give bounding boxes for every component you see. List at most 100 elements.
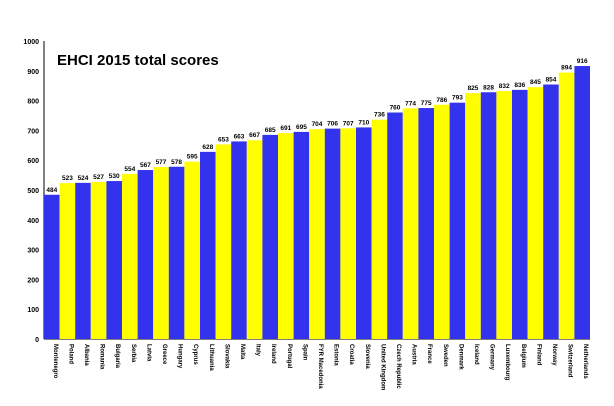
x-tick-label: Germany xyxy=(489,344,495,371)
data-label: 832 xyxy=(499,83,510,90)
data-label: 736 xyxy=(374,112,385,119)
data-label: 775 xyxy=(421,100,432,107)
data-label: 484 xyxy=(46,187,57,194)
data-label: 707 xyxy=(343,120,354,127)
y-tick-label: 500 xyxy=(27,188,39,195)
x-tick-label: United Kingdom xyxy=(379,344,385,390)
x-tick-label: Sweden xyxy=(442,344,448,367)
y-tick-label: 100 xyxy=(27,307,39,314)
x-tick-label: Denmark xyxy=(457,344,463,370)
x-tick-label: Serbia xyxy=(130,344,136,363)
data-label: 854 xyxy=(546,77,557,84)
x-tick-label: Lithuania xyxy=(208,344,214,371)
x-tick-label: Latvia xyxy=(145,344,151,362)
x-tick-label: Spain xyxy=(301,344,307,361)
data-label: 825 xyxy=(468,85,479,92)
x-tick-label: Malta xyxy=(239,344,245,360)
x-tick-label: Norway xyxy=(551,344,557,366)
y-tick-label: 0 xyxy=(35,337,39,344)
x-tick-label: Cyprus xyxy=(192,344,198,365)
bar xyxy=(293,131,310,339)
y-tick-label: 200 xyxy=(27,277,39,284)
bar xyxy=(44,194,60,339)
y-tick-label: 1000 xyxy=(23,39,39,46)
data-label: 554 xyxy=(124,166,135,173)
data-label: 685 xyxy=(265,127,276,134)
bar xyxy=(324,128,341,339)
bar xyxy=(246,140,263,339)
bar xyxy=(402,108,419,340)
bar xyxy=(184,161,200,339)
bar xyxy=(106,181,122,339)
data-label: 695 xyxy=(296,124,307,131)
data-label: 578 xyxy=(171,159,182,166)
y-tick-label: 400 xyxy=(27,218,39,225)
x-tick-label: Iceland xyxy=(473,344,479,365)
data-label: 894 xyxy=(561,65,572,72)
bar xyxy=(59,183,76,339)
y-tick-label: 600 xyxy=(27,158,39,165)
data-label: 524 xyxy=(78,175,89,182)
x-tick-label: Netherlands xyxy=(582,344,588,379)
data-label: 653 xyxy=(218,136,229,143)
x-tick-label: Ireland xyxy=(270,344,276,364)
x-tick-label: Montenegro xyxy=(52,344,58,379)
bar xyxy=(75,182,91,339)
bar xyxy=(387,112,403,340)
bar xyxy=(496,91,512,340)
bar xyxy=(574,66,590,340)
bar xyxy=(512,89,528,339)
x-tick-label: Belgium xyxy=(520,344,526,368)
bar xyxy=(449,102,466,339)
bar xyxy=(558,72,575,339)
x-tick-label: Croatia xyxy=(348,344,354,365)
bar xyxy=(480,92,497,339)
data-label: 667 xyxy=(249,132,260,139)
data-label: 523 xyxy=(62,175,73,182)
bar xyxy=(231,141,247,339)
bar xyxy=(262,134,278,339)
bar xyxy=(340,128,356,339)
data-label: 527 xyxy=(93,174,104,181)
x-tick-label: Slovakia xyxy=(223,344,229,369)
x-tick-label: Czech Republic xyxy=(395,344,401,389)
value-labels: 484 523 524 527 530 554 567 577 578 595 628 653 663 6… xyxy=(46,58,588,194)
bar xyxy=(465,93,481,340)
x-tick-label: FYR Macedonia xyxy=(317,344,323,389)
x-tick-label: France xyxy=(426,344,432,364)
x-tick-label: Switzerland xyxy=(567,344,573,378)
chart-title: EHCI 2015 total scores xyxy=(57,52,219,69)
data-label: 793 xyxy=(452,95,463,102)
data-label: 828 xyxy=(483,84,494,91)
data-label: 786 xyxy=(436,97,447,104)
x-tick-label: Estonia xyxy=(333,344,339,366)
x-tick-label: Bulgaria xyxy=(114,344,120,369)
bar xyxy=(90,181,107,339)
bar xyxy=(168,166,185,339)
data-label: 663 xyxy=(234,133,245,140)
x-tick-label: Slovenia xyxy=(364,344,370,369)
y-tick-label: 900 xyxy=(27,69,39,76)
y-tick-label: 800 xyxy=(27,99,39,106)
x-tick-label: Romania xyxy=(99,344,105,370)
data-label: 774 xyxy=(405,100,416,107)
x-tick-label: Hungary xyxy=(177,344,183,369)
y-tick-label: 300 xyxy=(27,248,39,255)
data-label: 836 xyxy=(514,82,525,89)
data-label: 628 xyxy=(202,144,213,151)
bar xyxy=(137,170,154,339)
data-label: 710 xyxy=(358,119,369,126)
bar xyxy=(200,151,216,339)
bar xyxy=(434,104,450,339)
data-label: 530 xyxy=(109,173,120,180)
bar xyxy=(527,87,544,339)
data-label: 577 xyxy=(156,159,167,166)
data-label: 916 xyxy=(577,58,588,65)
data-label: 845 xyxy=(530,79,541,86)
data-label: 706 xyxy=(327,121,338,128)
bar xyxy=(543,84,559,340)
bar xyxy=(371,119,388,339)
x-tick-label: Poland xyxy=(67,344,73,364)
data-label: 691 xyxy=(280,125,291,132)
